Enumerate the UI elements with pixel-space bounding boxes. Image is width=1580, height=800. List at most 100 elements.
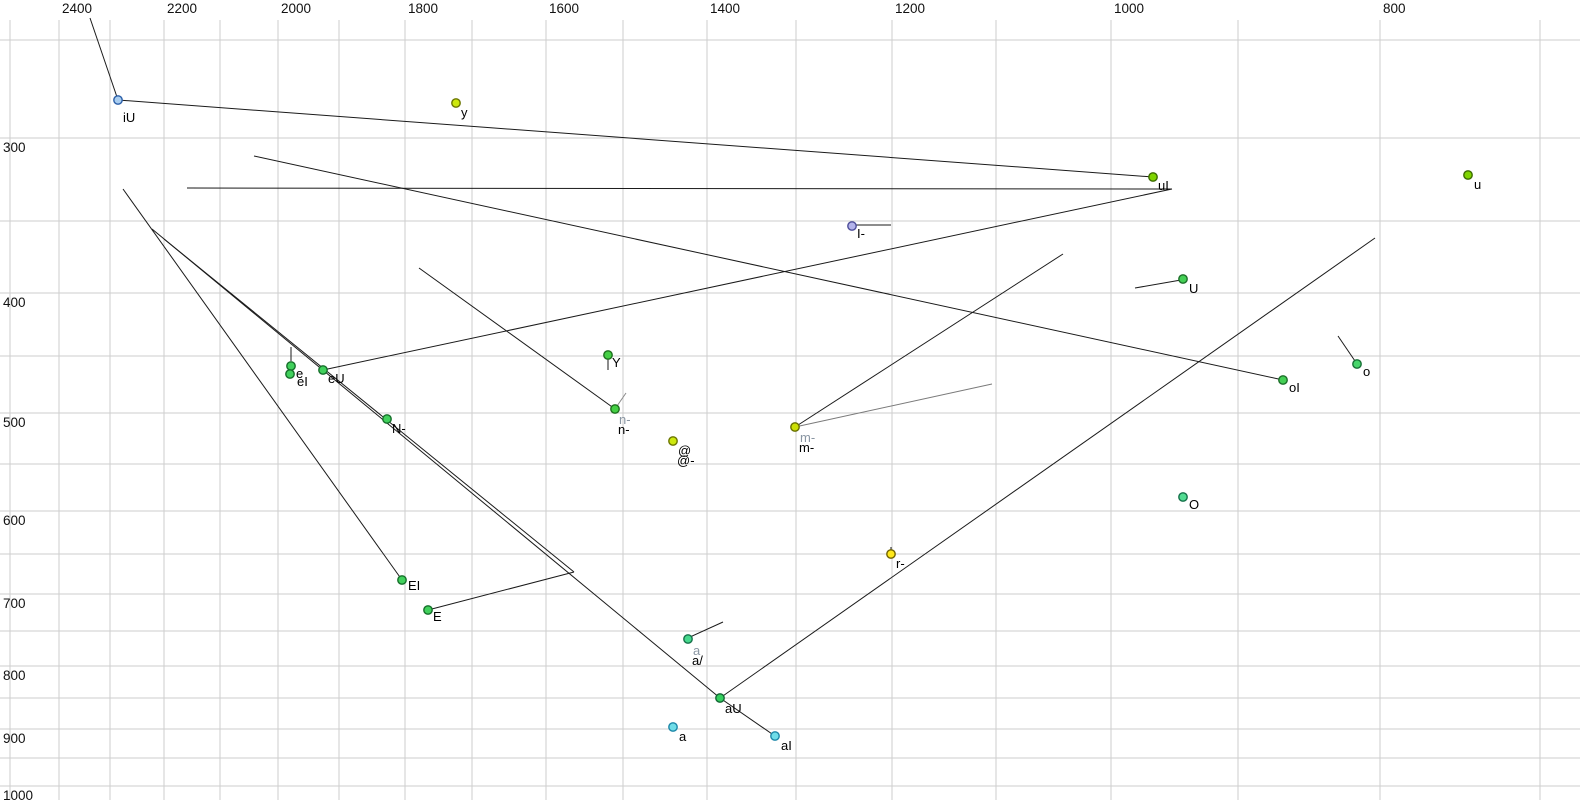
y-axis-tick-300: 300 <box>3 140 26 155</box>
segment-aU-line-out <box>719 237 1376 699</box>
vowel-label-m-: m- <box>800 430 815 445</box>
vowel-dot-eU[interactable] <box>318 365 328 375</box>
vowel-label-@-ghost-1: @- <box>677 453 695 468</box>
vowel-label-aU: aU <box>725 701 742 716</box>
trajectory-lines <box>89 17 1376 737</box>
vowel-point-aI: aI <box>770 731 792 753</box>
vowel-dot-u[interactable] <box>1463 170 1473 180</box>
vowel-dot-I-[interactable] <box>847 221 857 231</box>
x-axis-tick-2200: 2200 <box>167 1 197 16</box>
segment-aU-aI-line <box>719 697 776 737</box>
vowel-point-IY: Y <box>603 350 621 370</box>
vowel-dot-@[interactable] <box>668 436 678 446</box>
vowel-dot-oI[interactable] <box>1278 375 1288 385</box>
vowel-label-uI: uI <box>1158 178 1169 193</box>
vowel-label-iU: iU <box>123 110 135 125</box>
x-axis-tick-1400: 1400 <box>710 1 740 16</box>
vowel-dot-eI[interactable] <box>285 369 295 379</box>
vowel-label-o: o <box>1363 364 1370 379</box>
vowel-dot-iU[interactable] <box>113 95 123 105</box>
vowel-point-E: E <box>423 605 442 624</box>
vowel-dot-IY[interactable] <box>603 350 613 360</box>
vowel-label-eI: eI <box>297 374 308 389</box>
vowel-dot-U[interactable] <box>1178 274 1188 284</box>
vowel-label-n--ghost-1: n- <box>618 422 630 437</box>
vowel-label-a/-ghost-1: a/ <box>692 653 703 668</box>
vowel-point-n-: n-n- <box>610 404 631 437</box>
vowel-label-r-: r- <box>896 556 905 571</box>
segment-uI-flat-line <box>186 187 1173 190</box>
segment-eU-line <box>322 188 1173 371</box>
vowel-point-eU: eU <box>318 365 345 386</box>
vowel-point-aU: aU <box>715 693 742 716</box>
vowel-label-N-: N- <box>392 421 406 436</box>
vowel-dot-a[interactable] <box>668 722 678 732</box>
vowel-point-iU: iU <box>113 95 135 125</box>
x-axis-tick-1600: 1600 <box>549 1 579 16</box>
vowel-point-eI: eI <box>285 369 308 389</box>
vowel-dot-O[interactable] <box>1178 492 1188 502</box>
vowel-dot-n-[interactable] <box>610 404 620 414</box>
segment-a-slash-tail <box>689 621 724 638</box>
vowel-dot-y[interactable] <box>451 98 461 108</box>
y-axis-tick-700: 700 <box>3 596 26 611</box>
vowel-label-y: y <box>461 105 468 120</box>
vowel-point-@: @@- <box>668 436 695 468</box>
segment-EI-line <box>122 188 403 581</box>
segment-n-line <box>418 267 616 410</box>
segment-m-line <box>794 253 1064 428</box>
vowel-label-O: O <box>1189 497 1199 512</box>
vowel-label-IY: Y <box>612 355 621 370</box>
y-axis-tick-900: 900 <box>3 731 26 746</box>
gridlines <box>0 20 1580 800</box>
vowel-label-a/: a <box>693 643 701 658</box>
vowel-dot-uI[interactable] <box>1148 172 1158 182</box>
vowel-label-e: e <box>296 366 303 381</box>
vowel-label-EI: EI <box>408 578 420 593</box>
vowel-label-a: a <box>679 729 687 744</box>
vowel-label-@: @ <box>678 443 691 458</box>
vowel-dot-E[interactable] <box>423 605 433 615</box>
segment-n-gray-tail <box>616 392 627 407</box>
segment-U-tail <box>1134 279 1182 289</box>
vowel-dot-e[interactable] <box>286 361 296 371</box>
vowel-point-a: a <box>668 722 687 744</box>
vowel-point-o: o <box>1352 359 1370 379</box>
segment-iU-uI-line <box>117 99 1154 178</box>
vowel-dot-a/[interactable] <box>683 634 693 644</box>
vowel-point-a/: aa/ <box>683 634 703 668</box>
vowel-label-E: E <box>433 609 442 624</box>
x-axis-tick-1200: 1200 <box>895 1 925 16</box>
segment-parallel-line <box>163 238 575 573</box>
vowel-point-EI: EI <box>397 575 420 593</box>
vowel-dot-r-[interactable] <box>886 549 896 559</box>
vowel-dot-aU[interactable] <box>715 693 725 703</box>
axis-tick-labels: 2400 2200 2000 1800 1600 1400 1200 1000 800 300 40… <box>3 1 1406 800</box>
vowel-point-U: U <box>1178 274 1198 296</box>
vowel-dot-aI[interactable] <box>770 731 780 741</box>
vowel-label-eU: eU <box>328 371 345 386</box>
vowel-label-I-: I- <box>857 226 865 241</box>
y-axis-tick-800: 800 <box>3 668 26 683</box>
vowel-label-U: U <box>1189 281 1198 296</box>
x-axis-tick-1800: 1800 <box>408 1 438 16</box>
y-axis-tick-500: 500 <box>3 415 26 430</box>
vowel-dot-o[interactable] <box>1352 359 1362 369</box>
vowel-dot-EI[interactable] <box>397 575 407 585</box>
segment-o-tail <box>1337 335 1356 362</box>
vowel-point-u: u <box>1463 170 1481 192</box>
x-axis-tick-2400: 2400 <box>62 1 92 16</box>
vowel-point-O: O <box>1178 492 1199 512</box>
segment-aU-line-in <box>151 228 721 699</box>
vowel-dot-N-[interactable] <box>382 414 392 424</box>
y-axis-tick-1000: 1000 <box>3 788 33 800</box>
vowel-label-n-: n- <box>619 412 631 427</box>
x-axis-tick-2000: 2000 <box>281 1 311 16</box>
vowel-point-uI: uI <box>1148 172 1169 193</box>
x-axis-tick-800: 800 <box>1383 1 1406 16</box>
segment-E-line <box>427 571 575 611</box>
vowel-dot-m-[interactable] <box>790 422 800 432</box>
y-axis-tick-600: 600 <box>3 513 26 528</box>
